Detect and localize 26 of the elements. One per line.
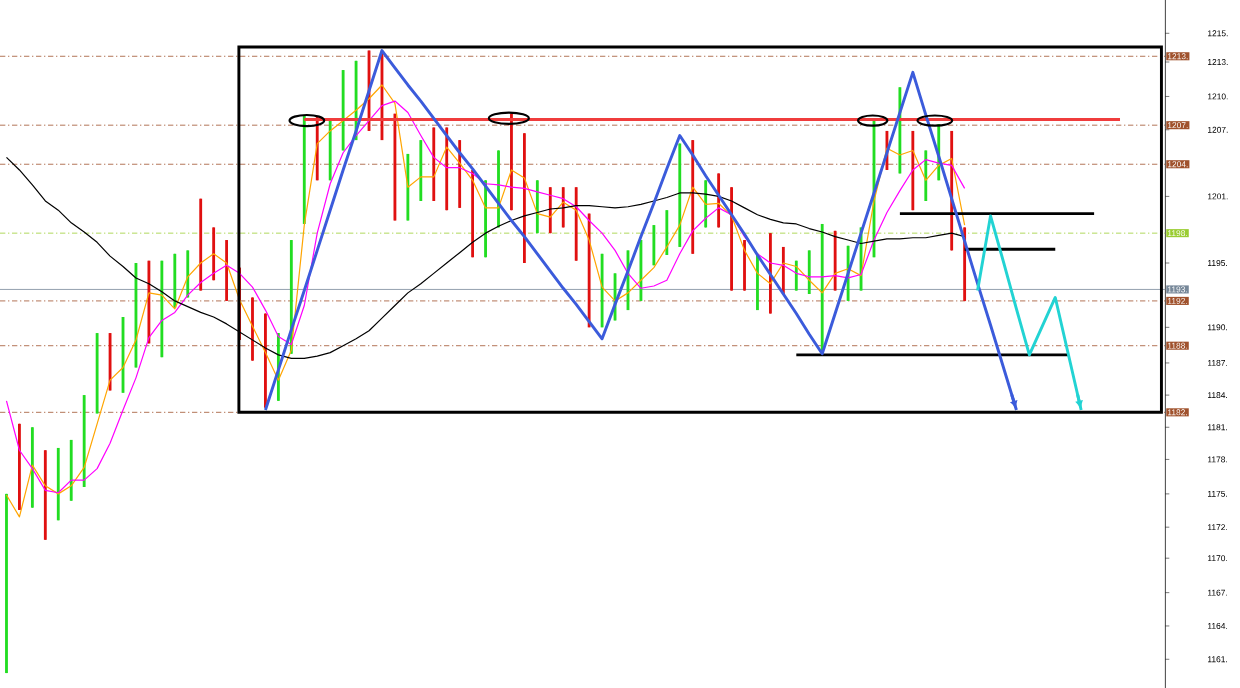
ref-line-label: 1182.: [1167, 409, 1187, 416]
ref-line-label: 1213.: [1167, 53, 1188, 60]
y-tick-label: 1201.: [1208, 193, 1228, 200]
y-tick-label: 1195.: [1208, 260, 1227, 266]
ref-line-label: 1204.: [1167, 161, 1188, 168]
y-tick-label: 1213.: [1208, 59, 1228, 65]
y-tick-label: 1172.: [1208, 524, 1227, 531]
y-tick-label: 1215.: [1208, 30, 1228, 37]
y-tick-label: 1178.: [1208, 456, 1227, 463]
y-tick-label: 1170.: [1208, 555, 1227, 562]
ref-line-label: 1192.: [1167, 297, 1187, 304]
y-tick-label: 1175.: [1208, 490, 1227, 497]
y-tick-label: 1207.: [1208, 126, 1228, 133]
y-tick-label: 1164.: [1208, 622, 1227, 629]
ref-line-label: 1188.: [1167, 342, 1187, 349]
ref-line-label: 1193.: [1167, 286, 1187, 293]
ref-line-label: 1207.: [1167, 122, 1188, 129]
y-tick-label: 1210.: [1208, 93, 1228, 100]
y-tick-label: 1187.: [1208, 359, 1227, 366]
y-tick-label: 1190.: [1208, 324, 1227, 331]
y-tick-label: 1181.: [1208, 424, 1227, 431]
y-tick-label: 1161.: [1208, 656, 1227, 663]
line-series: [976, 214, 1083, 412]
y-tick-label: 1167.: [1208, 589, 1227, 596]
y-tick-label: 1184.: [1208, 392, 1227, 399]
ref-line-label: 1198.: [1167, 230, 1187, 237]
